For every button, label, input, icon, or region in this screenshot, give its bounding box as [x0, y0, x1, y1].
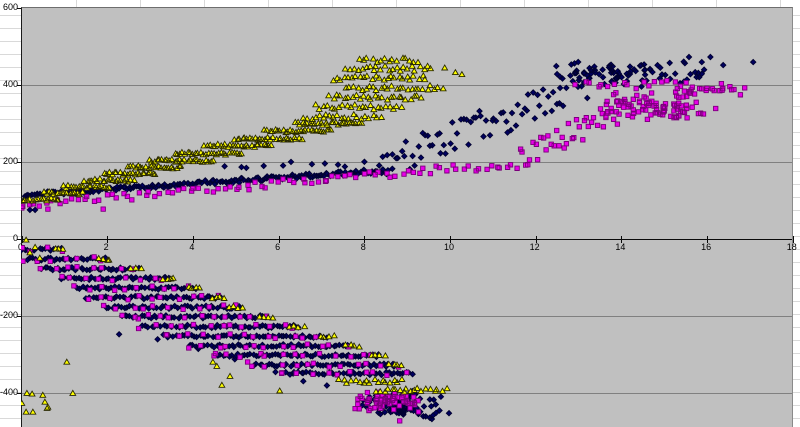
y-tick-label: 600	[2, 2, 18, 12]
x-tick-label: 0	[17, 242, 23, 252]
x-tick-label: 8	[360, 242, 366, 252]
x-tick-label: 14	[615, 242, 626, 252]
y-gridline	[22, 162, 792, 163]
x-tick-label: 4	[189, 242, 195, 252]
y-gridline	[22, 316, 792, 317]
y-axis-tick	[17, 316, 21, 317]
y-gridline	[22, 393, 792, 394]
y-tick-label: -400	[0, 387, 19, 397]
chart-plot-area	[17, 7, 794, 427]
y-tick-label: -200	[0, 310, 19, 320]
x-tick-label: 18	[786, 242, 797, 252]
y-axis-tick	[17, 162, 21, 163]
y-axis-tick	[17, 85, 21, 86]
x-axis-line	[22, 239, 792, 240]
x-tick-label: 2	[103, 242, 109, 252]
x-axis-tick	[792, 236, 794, 243]
y-axis-tick	[17, 393, 21, 394]
x-tick-label: 12	[529, 242, 540, 252]
y-gridline	[22, 85, 792, 86]
y-axis-tick	[17, 8, 21, 9]
y-tick-label: 0	[12, 233, 18, 243]
x-tick-label: 6	[275, 242, 281, 252]
y-axis-tick	[17, 239, 21, 240]
y-tick-label: 200	[2, 156, 18, 166]
y-tick-label: 400	[2, 79, 18, 89]
x-tick-label: 16	[701, 242, 712, 252]
x-tick-label: 10	[443, 242, 454, 252]
